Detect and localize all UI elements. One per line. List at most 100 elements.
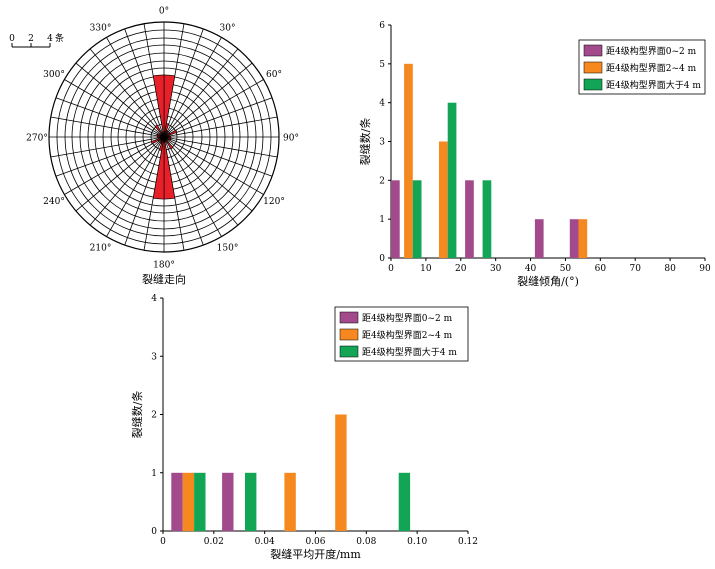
rose-angle-label: 150°: [217, 244, 239, 254]
rose-angle-label: 210°: [90, 244, 112, 254]
rose-radial-line: [163, 28, 204, 138]
x-tick-label: 0.10: [407, 537, 427, 547]
histogram-bar: [222, 472, 234, 532]
rose-angle-label: 180°: [153, 261, 175, 271]
rose-angle-label: 30°: [220, 24, 236, 34]
rose-radial-line: [163, 136, 204, 246]
histogram-bar: [482, 180, 492, 258]
rose-ring: [64, 37, 264, 237]
y-tick-label: 2: [379, 176, 385, 186]
histogram-bar: [335, 414, 347, 531]
x-tick-label: 60: [595, 264, 607, 274]
rose-petal: [152, 136, 165, 200]
histogram-bar: [284, 472, 296, 532]
x-axis-label: 裂缝倾角/(°): [517, 274, 579, 288]
y-tick-label: 4: [379, 99, 385, 109]
rose-ring: [94, 67, 234, 207]
histogram-bar: [578, 219, 588, 258]
rose-radial-line: [55, 97, 165, 138]
histogram-bar: [439, 141, 448, 258]
legend-swatch: [339, 311, 359, 324]
legend-label: 距4级构型界面0~2 m: [362, 312, 453, 324]
histogram-bar: [447, 102, 457, 258]
histogram-bar: [245, 472, 257, 532]
legend-label: 距4级构型界面2~4 m: [362, 329, 453, 341]
rose-radial-line: [163, 136, 222, 237]
y-tick-label: 2: [151, 411, 157, 421]
rose-radial-line: [106, 136, 165, 237]
x-tick-label: 0.12: [458, 537, 478, 547]
legend-swatch: [583, 61, 603, 74]
histogram-bar: [534, 219, 544, 258]
x-tick-label: 0: [160, 537, 166, 547]
scale-bar-label: 2: [28, 34, 34, 44]
histogram-bar: [182, 472, 195, 532]
x-tick-label: 70: [629, 264, 641, 274]
rose-radial-line: [75, 62, 165, 138]
rose-radial-line: [50, 116, 165, 138]
rose-radial-line: [64, 79, 165, 138]
rose-radial-line: [163, 48, 239, 138]
y-tick-label: 5: [379, 60, 385, 70]
rose-ring: [71, 44, 257, 230]
legend-label: 距4级构型界面0~2 m: [606, 45, 697, 57]
rose-radial-line: [163, 136, 253, 212]
y-tick-label: 3: [379, 138, 385, 148]
y-tick-label: 4: [151, 294, 157, 304]
x-tick-label: 0.08: [356, 537, 376, 547]
scale-bar-unit: 条: [55, 32, 64, 44]
x-tick-label: 80: [664, 264, 676, 274]
rose-ring: [48, 21, 280, 253]
x-tick-label: 0.02: [204, 537, 224, 547]
rose-ring: [87, 60, 241, 214]
x-tick-label: 20: [455, 264, 467, 274]
rose-ring: [79, 52, 249, 222]
legend-label: 距4级构型界面大于4 m: [362, 346, 457, 358]
rose-radial-line: [75, 136, 165, 212]
legend-swatch: [583, 44, 603, 57]
rose-radial-line: [124, 136, 165, 246]
rose-angle-label: 330°: [90, 24, 112, 34]
histogram-bar: [404, 63, 413, 258]
x-tick-label: 30: [490, 264, 502, 274]
y-tick-label: 1: [151, 469, 157, 479]
rose-radial-line: [163, 97, 273, 138]
y-tick-label: 6: [379, 21, 385, 31]
rose-petal: [163, 129, 178, 138]
rose-radial-line: [163, 79, 264, 138]
rose-angle-label: 0°: [159, 7, 169, 17]
y-axis-label: 裂缝数/条: [130, 391, 144, 439]
x-tick-label: 50: [560, 264, 572, 274]
histogram-bar: [391, 180, 400, 258]
rose-axis-label: 裂缝走向: [142, 272, 186, 286]
dip-angle-histogram: 0 10 20 30 40 50 60 70 80 90 0 1 2 3 4 5 6 裂缝倾角/(°) 裂缝数/条 距…: [358, 21, 711, 288]
y-tick-label: 0: [151, 527, 157, 537]
rose-radial-line: [163, 136, 278, 158]
rose-petal: [154, 124, 165, 138]
histogram-bar: [171, 472, 183, 532]
rose-radial-line: [124, 28, 165, 138]
rose-radial-line: [163, 136, 239, 226]
rose-angle-label: 60°: [266, 70, 282, 80]
rose-radial-line: [55, 136, 165, 177]
rose-petal: [150, 136, 165, 145]
x-axis-label: 裂缝平均开度/mm: [270, 547, 361, 561]
rose-radial-line: [163, 136, 264, 195]
rose-radial-line: [106, 37, 165, 138]
rose-angle-label: 240°: [43, 197, 65, 207]
rose-angle-label: 120°: [263, 197, 285, 207]
histogram-bar: [412, 180, 422, 258]
rose-radial-line: [89, 48, 165, 138]
histogram-bar: [398, 472, 411, 532]
rose-radial-line: [163, 37, 222, 138]
scale-bar-label: 4: [47, 34, 53, 44]
rose-diagram: 0° 30° 60° 90° 120° 150° 180° 210° 240° 270° 300° 3…: [9, 7, 299, 287]
histogram-bar: [194, 472, 206, 532]
rose-center: [161, 134, 167, 140]
x-tick-label: 40: [525, 264, 537, 274]
x-tick-label: 90: [699, 264, 711, 274]
aperture-histogram: 0 0.02 0.04 0.06 0.08 0.10 0.12 0 1 2 3 4 裂缝平均开度/mm 裂…: [130, 294, 478, 561]
x-tick-label: 0.06: [305, 537, 325, 547]
rose-ring: [56, 29, 272, 245]
